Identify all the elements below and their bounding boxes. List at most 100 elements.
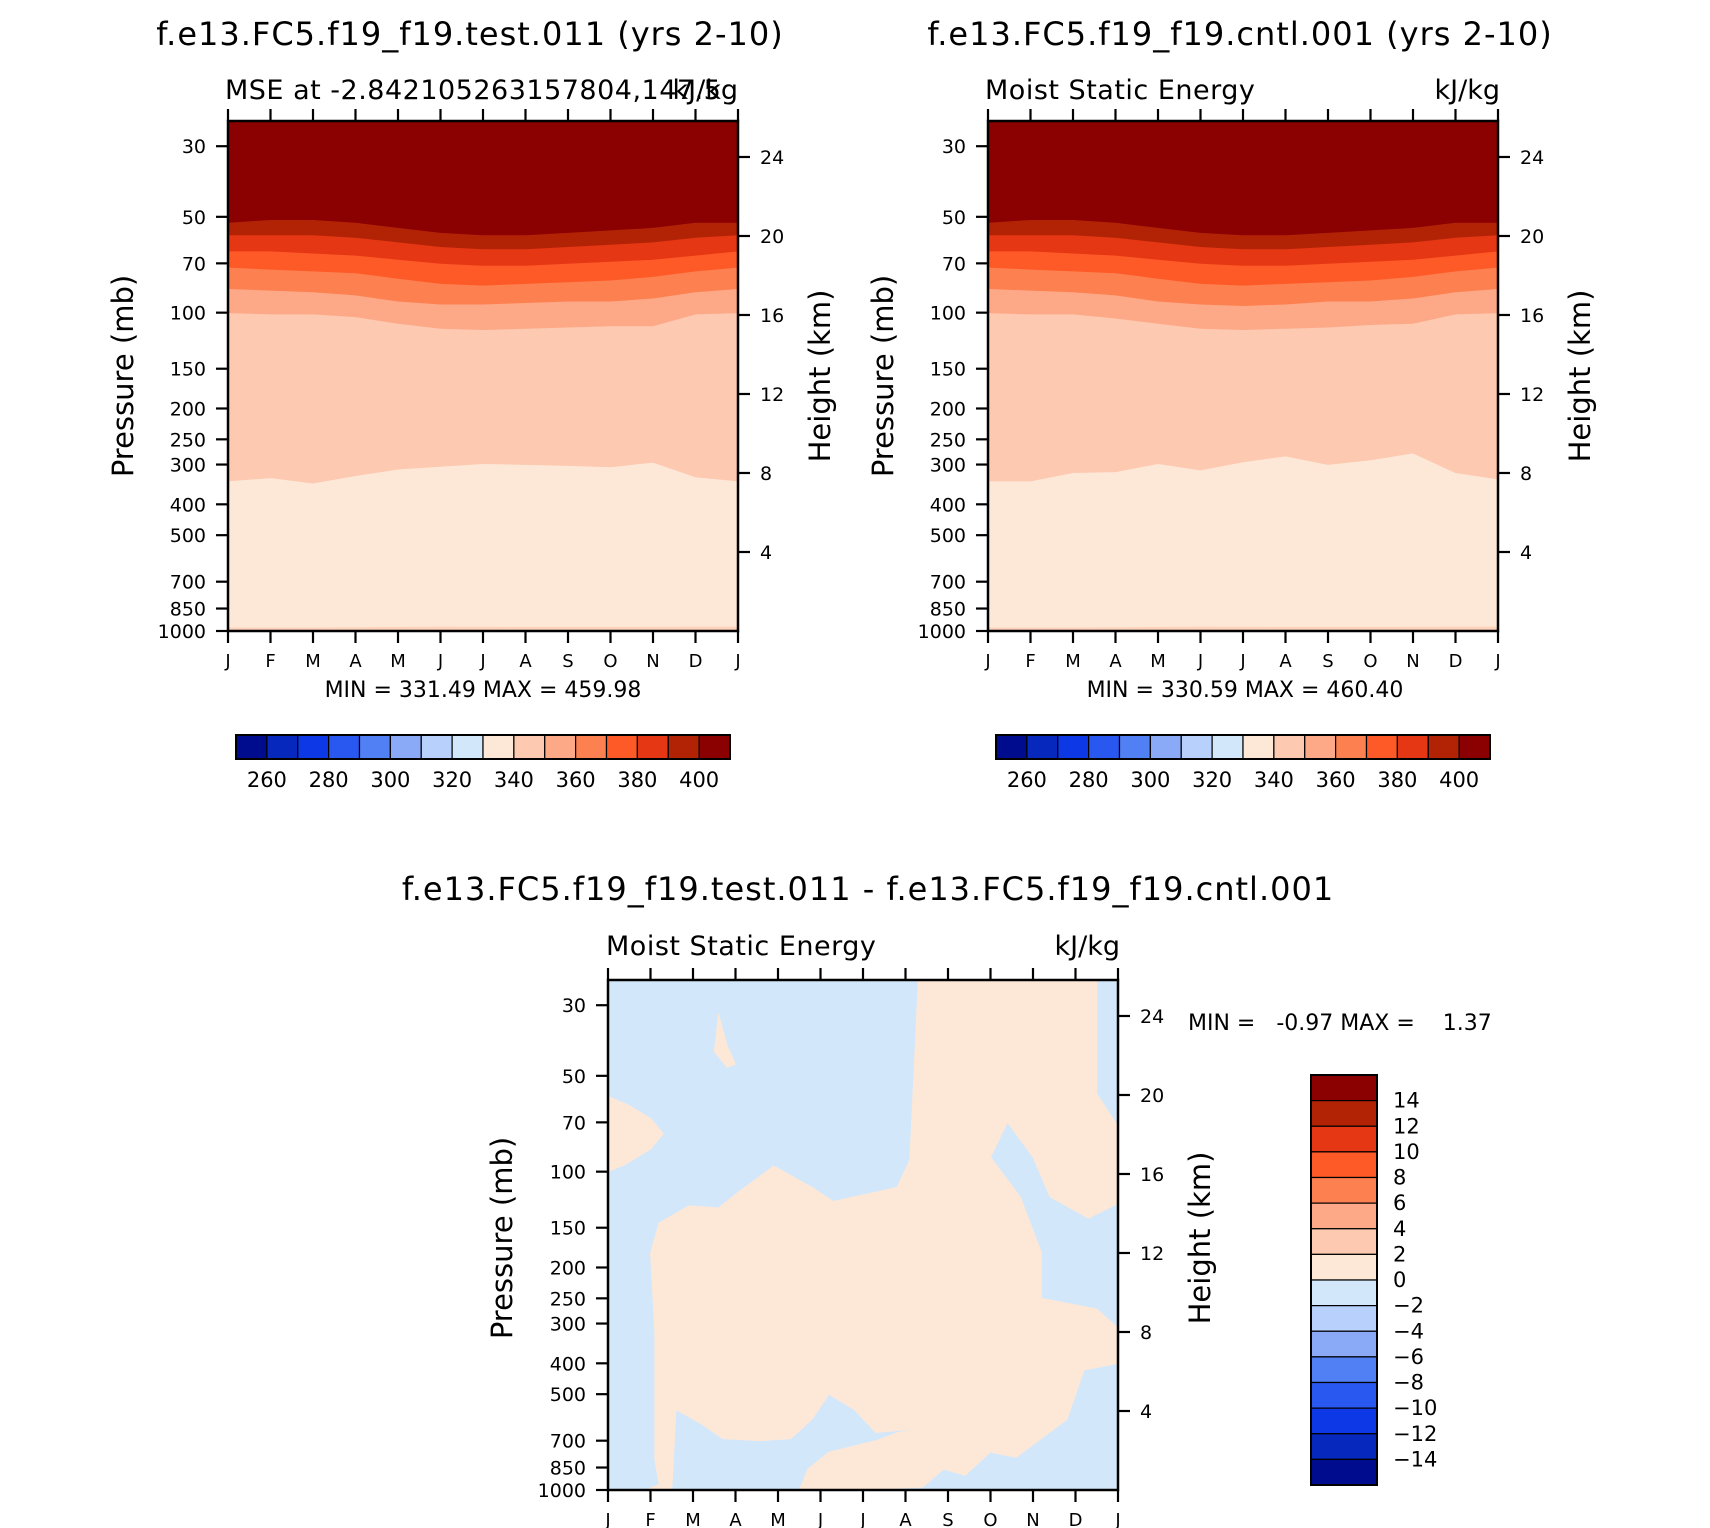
y-right-tick-label: 24 [760,147,784,169]
colorbar-swatch [389,734,422,760]
colorbar-label: 0 [1393,1268,1406,1292]
y-right-tick-label: 8 [1520,463,1532,485]
units-label: kJ/kg [1055,931,1120,962]
colorbar-label: 260 [1007,768,1047,792]
y-tick-label: 400 [550,1353,586,1375]
colorbar-swatch [995,734,1028,760]
y-tick-label: 500 [930,525,966,547]
x-tick-label: M [390,651,406,672]
colorbar-swatch [1180,734,1213,760]
units-label: kJ/kg [673,75,738,106]
case-title: f.e13.FC5.f19_f19.test.011 (yrs 2-10) [156,15,784,53]
y-right-tick-label: 12 [760,384,784,406]
colorbar-swatch [1310,1407,1378,1435]
y-tick-label: 150 [930,359,966,381]
colorbar-frame [1310,1074,1378,1486]
contour-bands [988,121,1498,631]
colorbar-swatch [667,734,700,760]
colorbar-label: 360 [556,768,596,792]
y-right-tick-label: 24 [1140,1006,1164,1028]
y-right-tick-label: 4 [760,542,772,564]
colorbar-swatch [605,734,638,760]
y-tick-label: 70 [182,253,206,275]
y-right-tick-label: 4 [1140,1401,1152,1423]
y-tick-label: 1000 [918,621,966,643]
x-tick-label: J [1494,651,1500,672]
y-right-tick-label: 20 [1520,226,1544,248]
axes: J F M A M J J A S O N D J 30 50 70 100 150 200 250 300 400 500… [158,109,784,672]
y-tick-label: 400 [170,494,206,516]
contour-bands [228,121,738,631]
colorbar-swatch [358,734,391,760]
colorbar-swatch [636,734,669,760]
x-tick-label: S [942,1510,953,1528]
colorbar: 260 280 300 320 340 360 380 400 [995,734,1491,792]
colorbar-swatch [1242,734,1275,760]
colorbar-swatch [1149,734,1182,760]
x-tick-label: J [1114,1510,1120,1528]
colorbar-swatch [451,734,484,760]
y-tick-label: 50 [562,1066,586,1088]
panel-test: f.e13.FC5.f19_f19.test.011 (yrs 2-10) MS… [106,15,837,792]
colorbar-swatch [544,734,577,760]
x-tick-label: O [603,651,617,672]
x-tick-label: J [437,651,443,672]
colorbar-swatch [1310,1074,1378,1102]
x-tick-label: J [817,1510,823,1528]
x-tick-label: A [1109,651,1122,672]
y-right-tick-label: 12 [1140,1243,1164,1265]
colorbar-swatch [1304,734,1337,760]
x-tick-label: M [770,1510,786,1528]
min-max-stats: MIN = -0.97 MAX = 1.37 [1188,1011,1492,1036]
colorbar-label: 320 [432,768,472,792]
y-tick-label: 850 [550,1458,586,1480]
axes: J F M A M J J A S O N D J 30 50 70 100 150 200 250 300 400 500… [538,968,1164,1528]
x-tick-label: S [562,651,573,672]
colorbar-swatch [698,734,731,760]
y-axis-right-label: Height (km) [803,290,837,463]
colorbar-label: 340 [1254,768,1294,792]
colorbar-label: −8 [1393,1371,1424,1395]
y-right-tick-label: 12 [1520,384,1544,406]
colorbar-label: 2 [1393,1242,1406,1266]
x-tick-label: D [1069,1510,1083,1528]
positive-region [798,980,1118,1490]
x-tick-label: M [685,1510,701,1528]
y-tick-label: 500 [550,1384,586,1406]
x-tick-label: D [1449,651,1463,672]
colorbar-label: 6 [1393,1191,1406,1215]
colorbar-swatch [1057,734,1090,760]
colorbar-label: −4 [1393,1319,1424,1343]
y-tick-label: 850 [930,599,966,621]
y-tick-label: 200 [930,398,966,420]
colorbar-swatch [575,734,608,760]
colorbar-swatch [297,734,330,760]
colorbar-label: −2 [1393,1294,1424,1318]
colorbar-label: 4 [1393,1217,1406,1241]
colorbar-label: 12 [1393,1114,1420,1138]
colorbar-label: −6 [1393,1345,1424,1369]
y-tick-label: 1000 [158,621,206,643]
x-tick-label: M [305,651,321,672]
y-right-tick-label: 20 [760,226,784,248]
colorbar-swatch [1365,734,1398,760]
y-right-tick-label: 8 [1140,1322,1152,1344]
colorbar-swatch [1118,734,1151,760]
y-tick-label: 250 [550,1288,586,1310]
colorbar-swatch [1310,1279,1378,1307]
colorbar-swatch [1310,1100,1378,1127]
colorbar-label: 360 [1316,768,1356,792]
y-tick-label: 150 [550,1218,586,1240]
x-tick-label: J [604,1510,610,1528]
y-axis-right-label: Height (km) [1563,290,1597,463]
y-tick-label: 30 [562,995,586,1017]
plot-title: MSE at -2.842105263157804,147.5 [225,75,721,106]
colorbar-swatch [1310,1433,1378,1460]
colorbar-swatch [513,734,546,760]
case-title: f.e13.FC5.f19_f19.cntl.001 (yrs 2-10) [927,15,1552,53]
y-axis-right-label: Height (km) [1183,1152,1217,1325]
x-tick-label: A [1279,651,1292,672]
x-tick-label: J [479,651,485,672]
y-tick-label: 100 [930,303,966,325]
